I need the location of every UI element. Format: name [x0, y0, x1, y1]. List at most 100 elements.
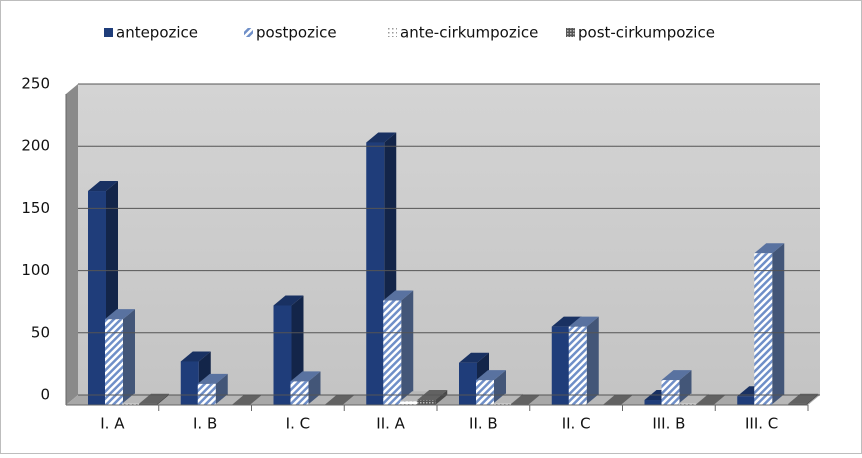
- y-tick-label: 150: [21, 199, 50, 217]
- bar-top: [771, 395, 802, 405]
- x-tick-label: II. B: [469, 415, 498, 433]
- bar-front: [644, 400, 663, 405]
- bar-front: [678, 403, 697, 405]
- bar: [231, 395, 262, 405]
- legend-label: post-cirkumpozice: [578, 24, 715, 42]
- bar-top: [88, 181, 118, 192]
- y-tick-label: 200: [21, 137, 50, 155]
- bar-front: [105, 319, 123, 405]
- side-wall: [66, 84, 78, 405]
- bar-front: [417, 400, 436, 405]
- legend-label: ante-cirkumpozice: [400, 24, 538, 42]
- bar-front: [180, 361, 199, 405]
- bar-front: [400, 401, 419, 405]
- bar-top: [678, 393, 709, 404]
- bar: [197, 373, 228, 405]
- bar-top: [307, 395, 338, 405]
- bar: [602, 395, 633, 405]
- bar-top: [214, 395, 245, 405]
- legend: antepozice postpozice ante-cirkumpozice pos…: [104, 24, 715, 42]
- bar-top: [231, 395, 262, 405]
- bar-side: [401, 290, 414, 405]
- bar-front: [459, 362, 477, 405]
- bar-top: [105, 309, 135, 320]
- y-tick-label: 50: [31, 323, 50, 341]
- x-tick-label: I. A: [100, 415, 125, 433]
- bar-front: [661, 380, 680, 405]
- bar-front: [197, 383, 216, 405]
- bar-front: [551, 326, 570, 405]
- legend-swatch: [566, 28, 575, 37]
- bar: [771, 395, 802, 405]
- x-tick-label: III. C: [745, 415, 778, 433]
- bar: [695, 395, 726, 405]
- legend-label: antepozice: [116, 24, 198, 42]
- bar-top: [459, 352, 489, 363]
- bar-front: [493, 403, 511, 405]
- bar-top: [661, 370, 692, 381]
- bar-front: [290, 381, 309, 405]
- bar-top: [568, 316, 599, 327]
- bar-top: [476, 370, 506, 381]
- bar: [290, 371, 321, 405]
- bar-front: [788, 403, 807, 405]
- bar-top: [754, 243, 785, 254]
- bar-front: [273, 305, 292, 405]
- bar: [510, 395, 540, 405]
- bar-top: [324, 395, 355, 405]
- bar-side: [123, 309, 135, 405]
- bar-front: [139, 403, 157, 405]
- bar-top: [273, 295, 304, 306]
- legend-swatch: [244, 28, 253, 37]
- x-tick-label: I. B: [193, 415, 217, 433]
- bar-top: [139, 393, 169, 404]
- y-tick-label: 0: [40, 386, 50, 404]
- bar-top: [585, 395, 616, 405]
- bar-front: [476, 380, 494, 405]
- bar-side: [435, 390, 448, 405]
- legend-label: postpozice: [256, 24, 337, 42]
- legend-swatch: [388, 28, 397, 37]
- bar: [214, 395, 245, 405]
- bar: [788, 393, 819, 405]
- bar-top: [383, 290, 414, 301]
- bar-top: [510, 395, 540, 405]
- bar-top: [180, 351, 211, 362]
- bar-top: [197, 373, 228, 384]
- back-wall: [78, 84, 820, 395]
- bar-front: [366, 142, 385, 406]
- bar: [105, 309, 135, 405]
- bar-top: [602, 395, 633, 405]
- bar-top: [788, 393, 819, 404]
- bar-side: [308, 371, 321, 405]
- x-tick-label: II. C: [562, 415, 591, 433]
- bar-top: [493, 393, 523, 404]
- bar: [383, 290, 414, 405]
- bar-front: [754, 253, 773, 405]
- bar-side: [586, 316, 599, 405]
- bar: [585, 395, 616, 405]
- bar: [754, 243, 785, 405]
- bar-side: [157, 393, 169, 405]
- bar-side: [772, 243, 785, 405]
- bar-front: [88, 191, 106, 405]
- bar: [139, 393, 169, 405]
- bar-top: [290, 371, 321, 382]
- bar-front: [568, 326, 587, 405]
- bar: [324, 395, 355, 405]
- bar-top: [551, 316, 582, 327]
- bar-front: [383, 300, 402, 405]
- bar-top: [400, 391, 431, 402]
- bar-top: [366, 132, 397, 143]
- x-tick-label: I. C: [286, 415, 310, 433]
- x-tick-label: III. B: [652, 415, 685, 433]
- x-tick-label: II. A: [376, 415, 405, 433]
- bar: [307, 395, 338, 405]
- legend-swatch: [104, 28, 113, 37]
- bar-side: [806, 393, 819, 405]
- plot: [88, 132, 819, 406]
- y-tick-label: 100: [21, 261, 50, 279]
- y-tick-label: 250: [21, 75, 50, 93]
- bar-front: [122, 403, 140, 405]
